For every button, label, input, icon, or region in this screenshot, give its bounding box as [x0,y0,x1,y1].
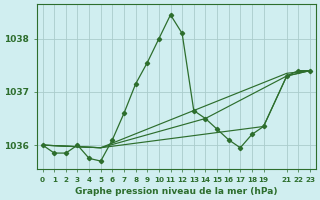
X-axis label: Graphe pression niveau de la mer (hPa): Graphe pression niveau de la mer (hPa) [75,187,277,196]
